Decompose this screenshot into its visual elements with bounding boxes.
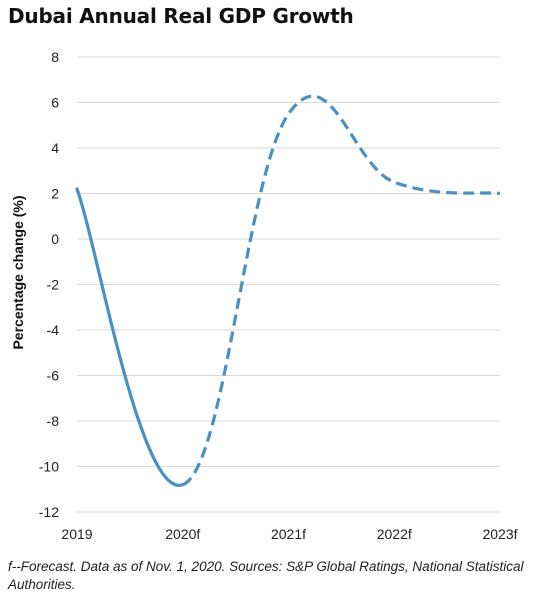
y-axis-label: Percentage change (%) (10, 195, 26, 349)
chart-footnote: f--Forecast. Data as of Nov. 1, 2020. So… (8, 558, 548, 594)
y-tick-label: 8 (51, 49, 59, 65)
x-tick-label: 2021f (271, 526, 306, 542)
y-tick-label: -2 (47, 277, 60, 293)
y-tick-label: -4 (47, 322, 60, 338)
series-line-actual (77, 189, 183, 485)
x-tick-label: 2023f (482, 526, 517, 542)
y-tick-label: -10 (39, 459, 59, 475)
y-tick-label: -6 (47, 368, 60, 384)
y-tick-label: 2 (51, 186, 59, 202)
x-tick-label: 2019 (61, 526, 92, 542)
x-tick-label: 2022f (377, 526, 412, 542)
y-tick-label: 0 (51, 231, 59, 247)
y-tick-label: 4 (51, 140, 59, 156)
x-tick-label: 2020f (165, 526, 200, 542)
y-tick-label: 6 (51, 95, 59, 111)
y-tick-label: -8 (47, 413, 60, 429)
series-line-forecast (183, 96, 500, 485)
y-tick-label: -12 (39, 504, 59, 520)
